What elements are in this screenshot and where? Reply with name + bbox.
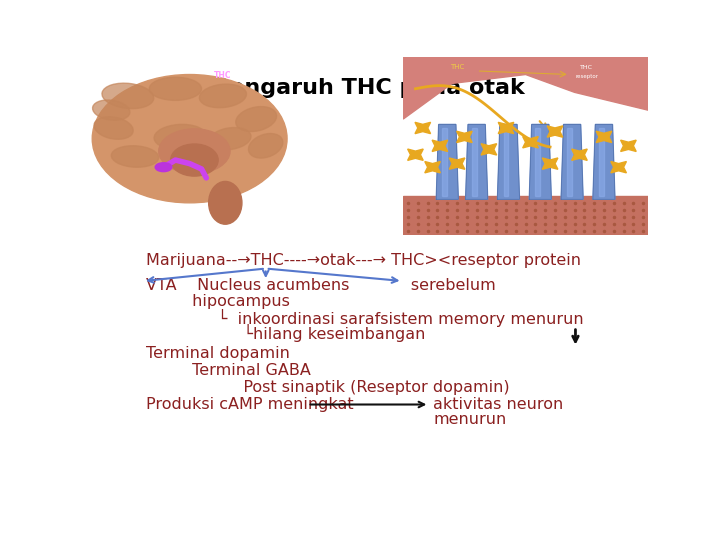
Text: Marijuana--→THC----→otak---→ THC><reseptor protein: Marijuana--→THC----→otak---→ THC><resept… — [145, 253, 581, 268]
Text: hipocampus: hipocampus — [145, 294, 289, 309]
Ellipse shape — [102, 83, 154, 109]
Ellipse shape — [248, 133, 283, 158]
Polygon shape — [432, 140, 448, 152]
Text: menurun: menurun — [433, 411, 506, 427]
Text: Pengaruh THC pada otak: Pengaruh THC pada otak — [213, 78, 525, 98]
Polygon shape — [572, 149, 588, 160]
Ellipse shape — [154, 124, 206, 150]
Polygon shape — [415, 122, 431, 134]
Text: reseptor: reseptor — [575, 74, 598, 79]
Ellipse shape — [158, 129, 230, 173]
Polygon shape — [536, 128, 540, 195]
Text: Post sinaptik (Reseptor dopamin): Post sinaptik (Reseptor dopamin) — [145, 380, 510, 395]
Polygon shape — [621, 140, 636, 152]
Ellipse shape — [235, 106, 276, 132]
Text: THC: THC — [580, 65, 593, 70]
Ellipse shape — [112, 146, 158, 167]
Polygon shape — [567, 128, 572, 195]
Text: └hilang keseimbangan: └hilang keseimbangan — [145, 324, 426, 342]
Polygon shape — [599, 128, 604, 195]
Polygon shape — [498, 124, 520, 199]
Polygon shape — [425, 161, 441, 173]
Ellipse shape — [94, 117, 133, 139]
Text: └  inkoordinasi sarafsistem memory menurun: └ inkoordinasi sarafsistem memory menuru… — [145, 309, 583, 327]
Text: Terminal dopamin: Terminal dopamin — [145, 346, 289, 361]
Polygon shape — [449, 158, 465, 170]
Text: aktivitas neuron: aktivitas neuron — [433, 397, 564, 412]
Polygon shape — [456, 131, 472, 143]
Polygon shape — [561, 124, 583, 199]
Ellipse shape — [209, 181, 242, 224]
Polygon shape — [472, 128, 477, 195]
Polygon shape — [442, 128, 447, 195]
Polygon shape — [611, 161, 626, 173]
Ellipse shape — [199, 84, 246, 107]
Polygon shape — [547, 126, 563, 137]
Ellipse shape — [209, 127, 251, 150]
Polygon shape — [593, 124, 615, 199]
Polygon shape — [403, 57, 648, 119]
Text: THC: THC — [214, 71, 232, 80]
Ellipse shape — [171, 144, 218, 176]
Polygon shape — [542, 158, 558, 170]
Text: Terminal GABA: Terminal GABA — [145, 363, 310, 378]
Text: VTA    Nucleus acumbens            serebelum: VTA Nucleus acumbens serebelum — [145, 278, 495, 293]
Polygon shape — [408, 149, 423, 160]
Polygon shape — [466, 124, 487, 199]
Ellipse shape — [156, 163, 172, 172]
Text: THC: THC — [450, 64, 464, 70]
Polygon shape — [503, 128, 508, 195]
Ellipse shape — [149, 77, 202, 100]
Text: Produksi cAMP meningkat: Produksi cAMP meningkat — [145, 397, 354, 412]
Ellipse shape — [93, 100, 130, 120]
Polygon shape — [523, 137, 539, 148]
Polygon shape — [481, 144, 497, 155]
Polygon shape — [436, 124, 459, 199]
Polygon shape — [596, 131, 612, 143]
Ellipse shape — [92, 75, 287, 203]
Polygon shape — [529, 124, 552, 199]
Polygon shape — [498, 122, 514, 134]
Bar — [403, 195, 648, 235]
